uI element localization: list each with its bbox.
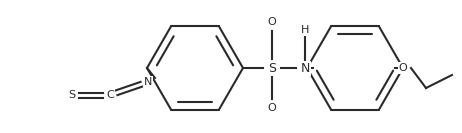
Text: N: N: [144, 77, 152, 87]
Text: H: H: [301, 25, 309, 35]
Text: C: C: [106, 90, 114, 100]
Text: O: O: [267, 103, 276, 113]
Text: S: S: [268, 61, 276, 74]
Text: S: S: [68, 90, 76, 100]
Text: O: O: [267, 17, 276, 27]
Text: O: O: [399, 63, 407, 73]
Text: N: N: [300, 61, 310, 74]
